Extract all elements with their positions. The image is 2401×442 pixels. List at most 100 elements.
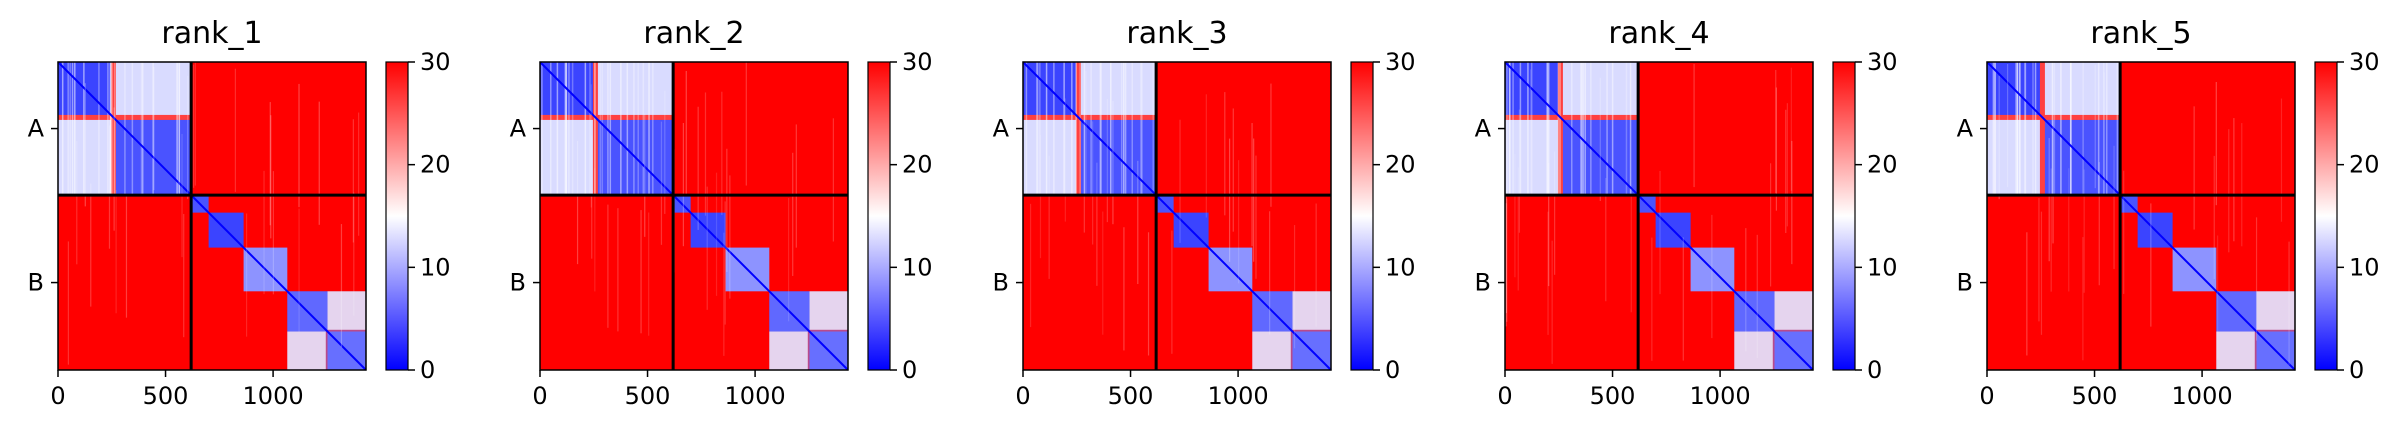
texture-streak [1253, 138, 1255, 262]
texture-streak [2116, 62, 2119, 196]
texture-streak [724, 201, 726, 325]
texture-streak [187, 75, 189, 200]
texture-streak [1547, 62, 1549, 196]
texture-streak [2193, 106, 2195, 230]
texture-streak [1505, 203, 1507, 327]
texture-streak [640, 210, 642, 334]
texture-streak [564, 62, 567, 196]
texture-streak [2094, 64, 2096, 189]
texture-streak [1036, 62, 1038, 196]
texture-streak [565, 62, 568, 196]
colorbar-tick-label: 0 [2349, 356, 2364, 384]
texture-streak [1228, 138, 1231, 262]
block-bb-light [327, 291, 366, 330]
texture-streak [2019, 62, 2021, 196]
texture-streak [1506, 62, 1508, 196]
texture-streak [1039, 62, 1041, 196]
x-tick-label: 500 [143, 382, 189, 410]
texture-streak [352, 119, 354, 243]
texture-streak [2024, 62, 2026, 196]
texture-streak [2083, 169, 2085, 293]
texture-streak [1582, 62, 1585, 196]
x-tick-label: 1000 [2172, 382, 2233, 410]
chain-label: A [510, 115, 527, 143]
texture-streak [2006, 63, 2009, 188]
texture-streak [2026, 232, 2028, 356]
panel-2: rank_2 0 500 1000 A B 0 10 20 30 [510, 16, 933, 410]
texture-streak [1625, 62, 1628, 196]
texture-streak [1293, 225, 1296, 349]
texture-streak [1517, 167, 1519, 291]
axes-frame [539, 61, 849, 371]
texture-streak [140, 62, 143, 196]
block-aa-stripe-v [1075, 62, 1081, 196]
x-tick-label: 500 [2072, 382, 2118, 410]
texture-streak [1045, 62, 1048, 196]
heatmap [1986, 61, 2296, 371]
texture-streak [1147, 232, 1150, 356]
colorbar-tick-label: 10 [902, 253, 933, 281]
x-tick-label: 0 [1497, 382, 1512, 410]
texture-streak [1251, 123, 1253, 247]
texture-streak [1786, 103, 1788, 227]
texture-streak [1141, 62, 1143, 196]
texture-streak [633, 62, 635, 196]
texture-streak [2288, 241, 2290, 365]
texture-streak [109, 62, 112, 196]
texture-streak [131, 62, 134, 196]
texture-streak [2113, 145, 2115, 270]
texture-streak [2123, 170, 2125, 294]
texture-streak [648, 212, 650, 336]
texture-streak [721, 91, 723, 215]
texture-streak [1224, 92, 1226, 216]
block-aa-stripe-v [1557, 62, 1563, 196]
chain-label: A [1957, 115, 1974, 143]
diagonal [1986, 61, 2296, 371]
texture-streak [660, 121, 663, 245]
texture-streak [1693, 63, 1695, 188]
colorbar-tick-label: 20 [902, 151, 933, 179]
texture-streak [353, 192, 355, 316]
texture-streak [571, 62, 574, 196]
texture-streak [1769, 163, 1772, 287]
colorbar-tick-label: 10 [420, 253, 451, 281]
texture-streak [576, 140, 579, 265]
texture-streak [74, 62, 76, 196]
texture-streak [648, 62, 650, 196]
texture-streak [723, 232, 725, 356]
texture-streak [2019, 62, 2021, 196]
texture-streak [109, 62, 112, 196]
axes-frame [1504, 61, 1814, 371]
texture-streak [2038, 198, 2040, 322]
texture-streak [1629, 62, 1632, 196]
texture-streak [1123, 227, 1125, 351]
texture-streak [1099, 62, 1101, 196]
texture-streak [1064, 98, 1066, 222]
x-tick-label: 500 [1590, 382, 1636, 410]
colorbar-tick-label: 10 [2349, 253, 2380, 281]
texture-streak [1611, 62, 1614, 196]
texture-streak [1548, 162, 1550, 287]
colorbar-tick-label: 30 [2349, 48, 2380, 76]
texture-streak [1112, 100, 1114, 225]
heatmap [539, 61, 849, 371]
texture-streak [589, 62, 591, 196]
x-tick-label: 500 [625, 382, 671, 410]
texture-streak [620, 62, 622, 196]
texture-streak [644, 113, 646, 237]
panel-5: rank_5 0 500 1000 A B 0 10 20 30 [1957, 16, 2380, 410]
texture-streak [1075, 62, 1077, 196]
texture-streak [176, 62, 178, 196]
colorbar-gradient [2314, 61, 2338, 371]
colorbar-tick-label: 20 [1867, 151, 1898, 179]
texture-streak [298, 208, 300, 332]
texture-streak [584, 62, 587, 196]
block-aa-stripe-h [58, 114, 192, 120]
texture-streak [626, 62, 629, 196]
texture-streak [1237, 160, 1240, 284]
texture-streak [601, 62, 604, 196]
texture-streak [550, 62, 552, 196]
texture-streak [193, 64, 195, 188]
texture-streak [685, 70, 687, 195]
texture-streak [1518, 109, 1521, 233]
